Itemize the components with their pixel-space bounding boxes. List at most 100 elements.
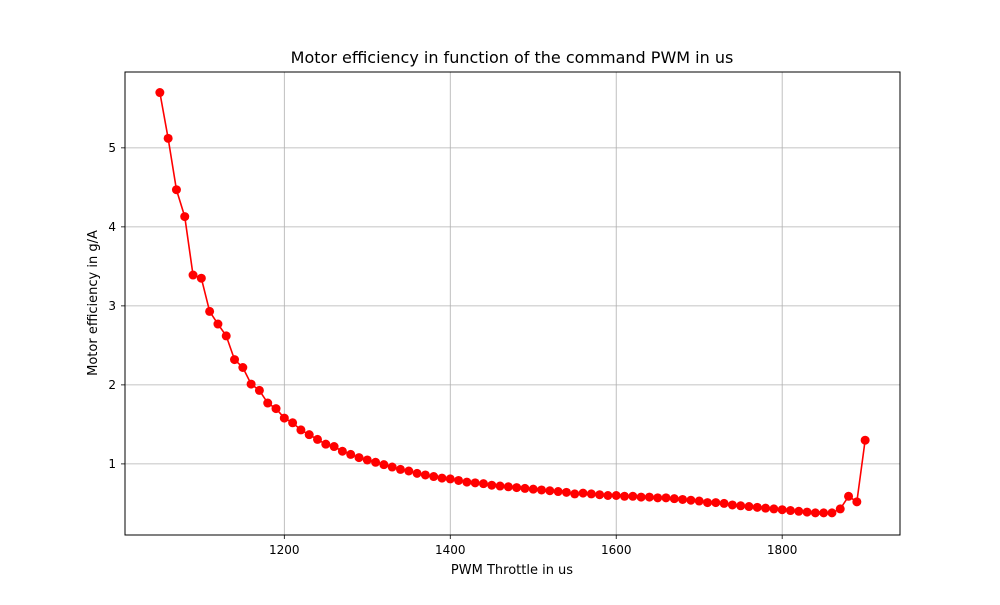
data-point [512, 483, 522, 493]
data-point [669, 494, 679, 504]
series-layer [155, 88, 870, 518]
data-point [478, 479, 488, 489]
data-point [445, 474, 455, 484]
data-point [462, 477, 472, 487]
data-point [852, 497, 862, 507]
data-point [761, 503, 771, 513]
x-axis-label: PWM Throttle in us [451, 563, 573, 578]
data-point [678, 494, 688, 504]
data-point [736, 501, 746, 511]
data-point [827, 508, 837, 518]
y-axis-ticks: 1 2 3 4 5 [108, 141, 125, 471]
data-point [553, 487, 563, 497]
data-point [835, 504, 845, 514]
data-point [313, 434, 323, 444]
data-point [487, 480, 497, 490]
data-point [329, 442, 339, 452]
data-point [354, 453, 364, 463]
data-point [752, 502, 762, 512]
data-point [769, 504, 779, 514]
data-point [404, 466, 414, 476]
data-point [620, 491, 630, 501]
data-point [537, 485, 547, 495]
data-point [578, 488, 588, 498]
data-point [205, 306, 215, 316]
data-point [346, 449, 356, 459]
data-point [810, 508, 820, 518]
data-point [371, 457, 381, 467]
data-point [420, 470, 430, 480]
data-point [213, 319, 223, 329]
y-axis-label: Motor efficiency in g/A [86, 230, 101, 376]
data-point [744, 502, 754, 512]
data-point [686, 495, 696, 505]
data-point [437, 473, 447, 483]
data-point [561, 487, 571, 497]
data-point [254, 385, 264, 395]
data-point [603, 490, 613, 500]
data-point [221, 331, 231, 341]
data-point [271, 404, 281, 414]
series-line [159, 92, 866, 514]
data-point [279, 413, 289, 423]
data-point [171, 185, 181, 195]
data-point [653, 493, 663, 503]
x-tick-label: 1200 [269, 543, 300, 557]
data-point [727, 500, 737, 510]
data-point [719, 498, 729, 508]
data-point [611, 490, 621, 500]
data-point [163, 133, 173, 143]
y-tick-label: 3 [108, 299, 116, 313]
data-point [155, 88, 165, 98]
data-point [180, 212, 190, 222]
data-point [246, 379, 256, 389]
data-point [196, 273, 206, 283]
data-point [429, 472, 439, 482]
data-point [304, 430, 314, 440]
x-tick-label: 1800 [767, 543, 798, 557]
data-point [644, 492, 654, 502]
data-point [454, 475, 464, 485]
y-tick-label: 5 [108, 141, 116, 155]
data-point [387, 462, 397, 472]
y-tick-label: 2 [108, 378, 116, 392]
data-point [296, 425, 306, 435]
data-point [844, 491, 854, 501]
data-point [702, 498, 712, 508]
data-point [570, 489, 580, 499]
data-point [230, 355, 240, 365]
data-point [412, 468, 422, 478]
x-tick-label: 1600 [601, 543, 632, 557]
x-axis-ticks: 1200 1400 1600 1800 [269, 535, 797, 557]
data-point [586, 489, 596, 499]
data-point [636, 492, 646, 502]
data-point [321, 439, 331, 449]
data-point [819, 508, 829, 518]
data-point [785, 506, 795, 516]
data-point [520, 483, 530, 493]
data-point [694, 496, 704, 506]
data-point [470, 478, 480, 488]
y-tick-label: 1 [108, 457, 116, 471]
data-point [379, 460, 389, 470]
x-tick-label: 1400 [435, 543, 466, 557]
data-point [628, 491, 638, 501]
grid-lines [125, 72, 900, 535]
data-point [503, 482, 513, 492]
data-point [860, 435, 870, 445]
data-point [545, 486, 555, 496]
data-point [263, 398, 273, 408]
data-point [362, 455, 372, 465]
data-point [495, 481, 505, 491]
data-point [337, 446, 347, 456]
data-point [595, 490, 605, 500]
data-point [777, 505, 787, 515]
data-point [794, 506, 804, 516]
data-point [238, 362, 248, 372]
chart-title: Motor efficiency in function of the comm… [291, 48, 734, 67]
data-point [288, 418, 298, 428]
data-point [188, 270, 198, 280]
data-point [528, 484, 538, 494]
